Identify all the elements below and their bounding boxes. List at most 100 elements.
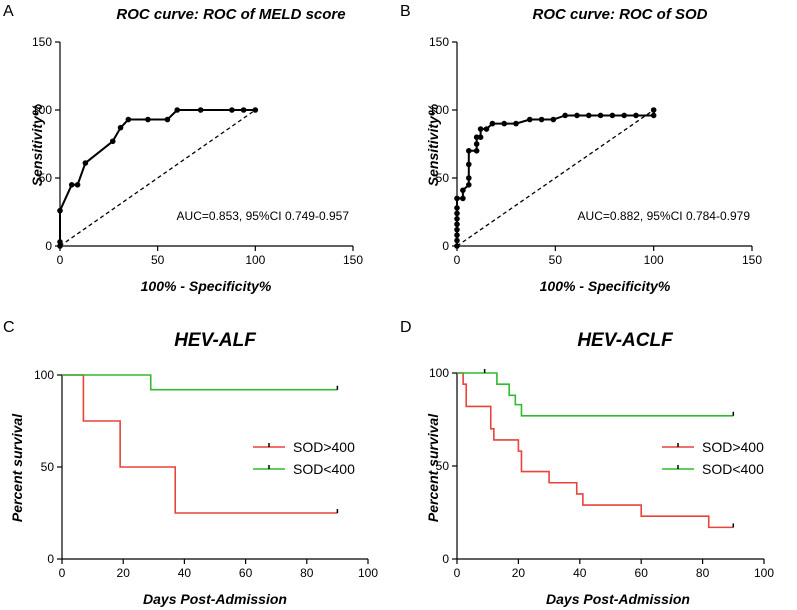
panel-b-x-tick-label: 50	[549, 253, 563, 267]
panel-c-y-tick-label: 100	[34, 368, 54, 382]
panel-a-auc-annotation: AUC=0.853, 95%CI 0.749-0.957	[177, 209, 350, 223]
panel-c: C HEV-ALF Days Post-Admission Percent su…	[3, 319, 378, 607]
panel-b-roc-point	[473, 134, 480, 140]
panel-a-roc-point	[240, 107, 247, 113]
panel-b-roc-point	[454, 232, 460, 238]
panel-d-series-sod-400	[457, 372, 734, 529]
panel-d-x-axis-label: Days Post-Admission	[546, 591, 690, 607]
panel-d-title: HEV-ACLF	[577, 330, 674, 351]
panel-a-roc-point	[68, 182, 75, 188]
panel-b-roc-point	[501, 120, 508, 127]
panel-label-d: D	[400, 319, 412, 336]
panel-a-roc-point	[197, 107, 204, 113]
panel-b-roc-point	[597, 112, 604, 119]
panel-b-roc-point	[454, 210, 460, 217]
panel-b-roc-point	[460, 195, 466, 202]
panel-b-roc-point	[585, 112, 592, 119]
panel-a-y-tick-label: 50	[39, 171, 53, 185]
panel-b-roc-point	[513, 120, 519, 127]
panel-a-roc-point	[109, 138, 116, 145]
panel-a-roc-point	[117, 124, 124, 131]
panel-d-x-tick-label: 0	[454, 566, 461, 580]
panel-b-roc-point	[466, 182, 472, 188]
panel-a-roc-curve	[59, 109, 256, 246]
panel-b-auc-annotation: AUC=0.882, 95%CI 0.784-0.979	[578, 209, 751, 223]
panel-d-y-tick-label: 50	[436, 459, 450, 473]
panel-d-x-tick-label: 100	[754, 566, 774, 580]
panel-d-x-tick-label: 20	[512, 566, 526, 580]
panel-a-x-tick-label: 0	[57, 253, 64, 267]
panel-a-y-tick-label: 150	[32, 35, 52, 49]
panel-b-x-tick-label: 0	[454, 253, 461, 267]
panel-a-roc-point	[145, 116, 151, 123]
panel-a-y-axis-label: Sensitivity%	[29, 103, 45, 186]
panel-c-series-sod-400	[62, 374, 338, 391]
panel-b-roc-point	[550, 116, 557, 123]
panel-label-b: B	[400, 3, 411, 20]
panel-b-x-tick-label: 100	[644, 253, 664, 267]
panel-a-y-tick-label: 100	[32, 103, 52, 117]
panel-d-legend-label-sod-400: SOD>400	[702, 439, 764, 455]
panel-a-title: ROC curve: ROC of MELD score	[116, 6, 345, 23]
panel-b-roc-point	[574, 112, 580, 119]
panel-a-y-tick-label: 0	[45, 239, 52, 253]
panel-d-x-tick-label: 60	[635, 566, 649, 580]
panel-b-title: ROC curve: ROC of SOD	[532, 6, 707, 23]
panel-b-reference-line	[456, 109, 655, 247]
panel-label-c: C	[3, 319, 15, 336]
panel-a-roc-point	[174, 107, 180, 113]
panel-b-roc-point	[526, 116, 533, 123]
panel-c-x-tick-label: 100	[358, 566, 378, 580]
panel-d-y-tick-label: 100	[429, 366, 449, 380]
panel-b-roc-point	[454, 216, 460, 222]
panel-b-roc-point	[489, 120, 496, 127]
panel-b-roc-point	[454, 226, 460, 233]
panel-b-roc-point	[454, 221, 460, 228]
panel-b-roc-point	[454, 205, 460, 211]
panel-a-x-tick-label: 50	[151, 253, 165, 267]
panel-d-legend-label-sod-400: SOD<400	[702, 461, 764, 477]
panel-a-roc-point	[125, 116, 132, 123]
panel-a-x-tick-label: 150	[343, 253, 363, 267]
panel-c-legend-label-sod-400: SOD>400	[293, 439, 355, 455]
panel-c-series-sod-400	[62, 374, 338, 514]
panel-b-x-axis-label: 100% - Specificity%	[540, 278, 671, 294]
panel-a-roc-point	[57, 207, 63, 214]
panel-b-roc-point	[477, 134, 484, 140]
panel-c-x-tick-label: 60	[239, 566, 253, 580]
panel-c-x-tick-label: 20	[117, 566, 131, 580]
panel-b-roc-point	[466, 175, 472, 181]
panel-b-roc-point	[460, 187, 466, 194]
panel-b-roc-point	[473, 141, 480, 147]
panel-b-y-tick-label: 150	[429, 35, 449, 49]
panel-d-x-tick-label: 40	[573, 566, 587, 580]
panel-a: A ROC curve: ROC of MELD score 100% - Sp…	[3, 3, 363, 294]
panel-c-y-axis-label: Percent survival	[9, 413, 25, 522]
panel-a-x-axis-label: 100% - Specificity%	[141, 278, 272, 294]
panel-c-legend-label-sod-400: SOD<400	[293, 461, 355, 477]
panel-b-roc-point	[477, 126, 484, 132]
panel-b-roc-point	[650, 112, 657, 119]
panel-a-roc-point	[82, 160, 89, 166]
panel-b-x-tick-label: 150	[742, 253, 762, 267]
panel-b-roc-point	[633, 112, 639, 119]
panel-b: B ROC curve: ROC of SOD 100% - Specifici…	[400, 3, 762, 294]
panel-b-roc-point	[609, 112, 616, 119]
panel-b-roc-point	[466, 161, 472, 168]
panel-a-roc-point	[74, 182, 81, 188]
panel-d-y-axis-label: Percent survival	[425, 413, 441, 522]
panel-c-x-tick-label: 40	[178, 566, 192, 580]
panel-b-roc-point	[454, 237, 460, 244]
panel-c-x-tick-label: 80	[300, 566, 314, 580]
panel-c-y-tick-label: 50	[41, 460, 55, 474]
panel-c-y-tick-label: 0	[47, 552, 54, 566]
panel-b-roc-point	[454, 195, 460, 202]
panel-b-roc-point	[562, 112, 568, 119]
panel-a-roc-point	[57, 239, 63, 245]
panel-b-y-tick-label: 0	[442, 239, 449, 253]
panel-b-y-tick-label: 100	[429, 103, 449, 117]
panel-b-roc-point	[621, 112, 627, 119]
panel-d: D HEV-ACLF Days Post-Admission Percent s…	[400, 319, 774, 607]
panel-a-x-tick-label: 100	[245, 253, 265, 267]
